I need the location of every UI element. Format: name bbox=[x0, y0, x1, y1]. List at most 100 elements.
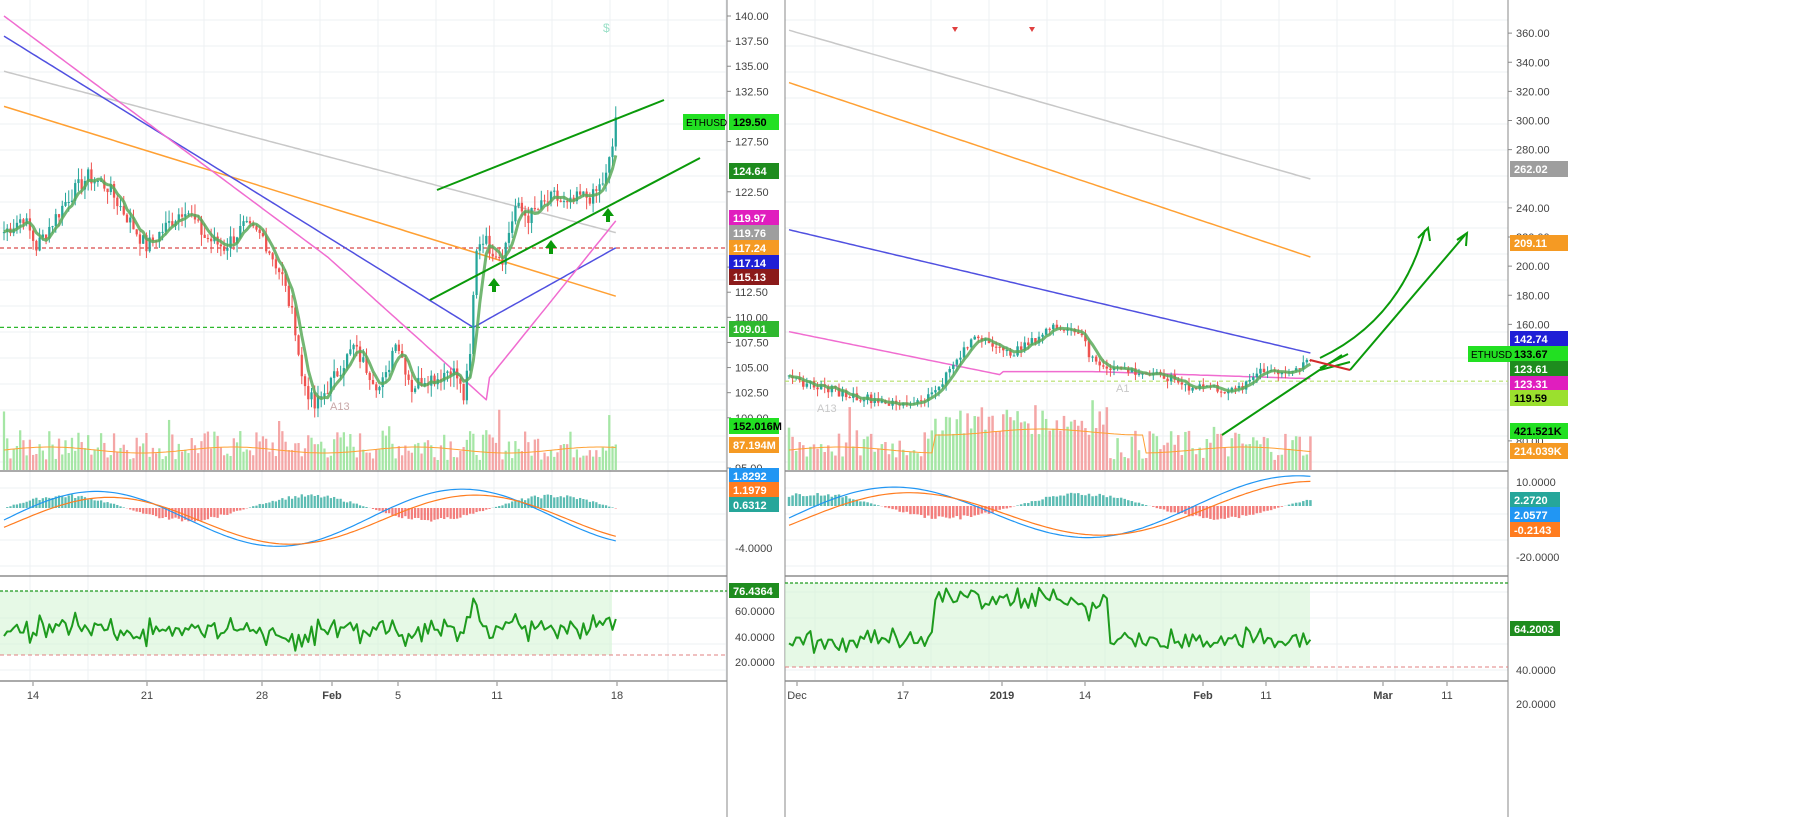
projection-curve-2[interactable] bbox=[1350, 235, 1465, 370]
macd-histogram-bar bbox=[802, 496, 805, 506]
macd-histogram-bar bbox=[152, 508, 154, 515]
volume-bar bbox=[1306, 454, 1309, 470]
volume-bar bbox=[938, 434, 941, 470]
volume-bar bbox=[959, 411, 962, 470]
volume-bar bbox=[213, 432, 215, 470]
macd-histogram-bar bbox=[255, 506, 257, 508]
macd-histogram-bar bbox=[352, 503, 354, 508]
x-tick-label: 18 bbox=[611, 690, 623, 702]
candle-body bbox=[482, 244, 484, 245]
macd-histogram-bar bbox=[262, 504, 264, 508]
macd-histogram-bar bbox=[1006, 506, 1009, 508]
y-tick-label: 300.00 bbox=[1516, 116, 1550, 128]
candle-body bbox=[595, 189, 597, 191]
candle-body bbox=[938, 387, 941, 390]
volume-bar bbox=[1006, 410, 1009, 470]
volume-bar bbox=[1027, 423, 1030, 470]
volume-bar bbox=[288, 450, 290, 470]
volume-bar bbox=[310, 438, 312, 470]
macd-histogram-bar bbox=[1163, 506, 1166, 509]
candle-body bbox=[1184, 384, 1187, 385]
macd-histogram-bar bbox=[798, 494, 801, 506]
macd-histogram-bar bbox=[1109, 496, 1112, 506]
macd-histogram-bar bbox=[988, 506, 991, 514]
candle-body bbox=[55, 214, 57, 226]
volume-bar bbox=[378, 450, 380, 470]
volume-bar bbox=[424, 442, 426, 470]
volume-bar bbox=[385, 436, 387, 470]
candle-body bbox=[888, 404, 891, 406]
macd-histogram-bar bbox=[45, 497, 47, 508]
volume-bar bbox=[1284, 434, 1287, 470]
volume-bar bbox=[404, 446, 406, 470]
macd-histogram-bar bbox=[333, 497, 335, 508]
volume-bar bbox=[906, 455, 909, 470]
volume-bar bbox=[343, 432, 345, 470]
trendline-lower[interactable] bbox=[430, 158, 700, 300]
volume-bar bbox=[333, 439, 335, 470]
macd-tick-label: -4.0000 bbox=[735, 543, 772, 555]
macd-histogram-bar bbox=[149, 508, 151, 514]
macd-histogram-bar bbox=[1270, 506, 1273, 510]
volume-bar bbox=[401, 455, 403, 470]
macd-histogram-bar bbox=[113, 504, 115, 508]
volume-bar bbox=[339, 437, 341, 470]
macd-histogram-bar bbox=[1166, 506, 1169, 512]
candle-body bbox=[1306, 360, 1309, 362]
macd-histogram-bar bbox=[420, 508, 422, 520]
macd-histogram-bar bbox=[1195, 506, 1198, 515]
candle-body bbox=[359, 347, 361, 362]
x-tick-label: Mar bbox=[1373, 690, 1393, 702]
macd-histogram-bar bbox=[859, 501, 862, 506]
macd-histogram-bar bbox=[537, 497, 539, 508]
volume-bar bbox=[816, 449, 819, 470]
volume-bar bbox=[888, 454, 891, 470]
macd-histogram-bar bbox=[906, 506, 909, 512]
rsi-band bbox=[785, 583, 1310, 667]
volume-bar bbox=[602, 448, 604, 470]
macd-histogram-bar bbox=[443, 508, 445, 519]
candle-body bbox=[204, 235, 206, 238]
volume-bar bbox=[582, 456, 584, 470]
volume-bar bbox=[941, 430, 944, 470]
price-label-text: 119.59 bbox=[1514, 393, 1547, 405]
macd-histogram-bar bbox=[129, 508, 131, 509]
volume-bar bbox=[207, 432, 209, 470]
macd-histogram-bar bbox=[90, 498, 92, 508]
macd-histogram-bar bbox=[959, 506, 962, 519]
macd-histogram-bar bbox=[343, 502, 345, 508]
macd-histogram-bar bbox=[145, 508, 147, 514]
arrow-up-icon bbox=[545, 240, 557, 254]
candle-body bbox=[479, 244, 481, 250]
candle-body bbox=[511, 221, 513, 233]
macd-histogram-bar bbox=[259, 504, 261, 508]
y-tick-label: 140.00 bbox=[735, 11, 769, 23]
volume-bar bbox=[233, 438, 235, 470]
volume-bar bbox=[856, 430, 859, 470]
macd-label-text: 1.8292 bbox=[733, 471, 767, 483]
macd-histogram-bar bbox=[391, 508, 393, 515]
volume-bar bbox=[1231, 438, 1234, 470]
projection-red-line[interactable] bbox=[1310, 360, 1350, 370]
volume-bar bbox=[569, 432, 571, 470]
macd-histogram-bar bbox=[26, 502, 28, 508]
candle-body bbox=[934, 390, 937, 392]
volume-bar bbox=[129, 459, 131, 470]
projection-curve-1[interactable] bbox=[1320, 230, 1425, 358]
volume-bar bbox=[605, 451, 607, 470]
macd-histogram-bar bbox=[1077, 493, 1080, 506]
macd-histogram-bar bbox=[453, 508, 455, 519]
volume-bar bbox=[1163, 445, 1166, 470]
volume-bar bbox=[524, 432, 526, 470]
volume-bar bbox=[346, 447, 348, 470]
macd-histogram-bar bbox=[1227, 506, 1230, 518]
volume-bar bbox=[1173, 445, 1176, 470]
macd-histogram-bar bbox=[1291, 504, 1294, 506]
macd-histogram-bar bbox=[365, 507, 367, 508]
macd-histogram-bar bbox=[1034, 501, 1037, 506]
volume-bar bbox=[395, 458, 397, 470]
macd-histogram-bar bbox=[1309, 500, 1312, 506]
macd-histogram-bar bbox=[1084, 495, 1087, 506]
candle-body bbox=[1106, 367, 1109, 369]
